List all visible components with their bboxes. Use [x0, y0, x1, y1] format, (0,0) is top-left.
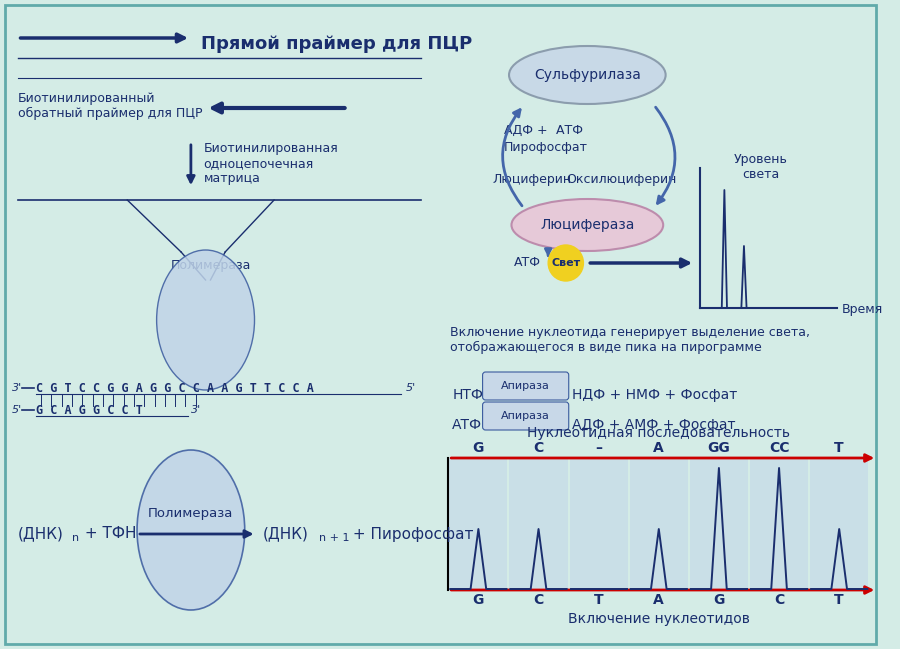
Text: АДФ +: АДФ +	[504, 123, 548, 136]
Text: n + 1: n + 1	[320, 533, 349, 543]
Ellipse shape	[511, 199, 663, 251]
Text: (ДНК): (ДНК)	[18, 526, 64, 541]
Text: АТФ: АТФ	[514, 256, 541, 269]
Text: Время: Время	[842, 303, 883, 316]
Bar	[630, 458, 688, 590]
Text: GG: GG	[707, 441, 730, 455]
FancyBboxPatch shape	[4, 5, 876, 644]
Text: Свет: Свет	[551, 258, 580, 268]
Text: Прямой праймер для ПЦР: Прямой праймер для ПЦР	[201, 35, 472, 53]
Text: Апираза: Апираза	[501, 411, 550, 421]
FancyBboxPatch shape	[482, 372, 569, 400]
Ellipse shape	[509, 46, 666, 104]
Text: T: T	[834, 441, 844, 455]
Text: C: C	[534, 593, 544, 607]
Bar	[570, 458, 627, 590]
Bar	[449, 458, 508, 590]
Bar	[689, 458, 748, 590]
Bar	[509, 458, 568, 590]
Text: Люциферин: Люциферин	[492, 173, 572, 186]
Text: + ТФН: + ТФН	[80, 526, 137, 541]
Text: C G T C C G G A G G C C A A G T T C C A: C G T C C G G A G G C C A A G T T C C A	[36, 382, 314, 395]
Text: Уровень
света: Уровень света	[734, 153, 788, 181]
Text: Апираза: Апираза	[501, 381, 550, 391]
Text: Включение нуклеотида генерирует выделение света,
отображающегося в виде пика на : Включение нуклеотида генерирует выделени…	[450, 326, 810, 354]
Text: T: T	[834, 593, 844, 607]
Text: АТФ: АТФ	[452, 418, 482, 432]
Text: НДФ + НМФ + Фосфат: НДФ + НМФ + Фосфат	[572, 388, 737, 402]
Text: G: G	[713, 593, 725, 607]
Text: Пирофосфат: Пирофосфат	[504, 141, 588, 154]
Text: НТФ: НТФ	[452, 388, 483, 402]
Text: Люцифераза: Люцифераза	[540, 218, 634, 232]
Text: 3': 3'	[191, 405, 201, 415]
Text: –: –	[595, 441, 602, 455]
Text: Биотинилированный
обратный праймер для ПЦР: Биотинилированный обратный праймер для П…	[18, 92, 202, 120]
Text: АДФ + АМФ + Фосфат: АДФ + АМФ + Фосфат	[572, 418, 735, 432]
Text: CC: CC	[769, 441, 789, 455]
Text: A: A	[653, 441, 664, 455]
Text: АТФ: АТФ	[548, 123, 583, 136]
Circle shape	[548, 245, 583, 281]
Text: Полимераза: Полимераза	[170, 259, 250, 272]
Text: Включение нуклеотидов: Включение нуклеотидов	[568, 612, 750, 626]
Text: Нуклеотидная последовательность: Нуклеотидная последовательность	[527, 426, 790, 440]
Ellipse shape	[137, 450, 245, 610]
Bar	[810, 458, 868, 590]
Text: Биотинилированная
одноцепочечная
матрица: Биотинилированная одноцепочечная матрица	[203, 142, 338, 185]
Text: n: n	[72, 533, 79, 543]
Text: 3': 3'	[12, 383, 22, 393]
Text: Сульфурилаза: Сульфурилаза	[534, 68, 641, 82]
Text: G C A G G C C T: G C A G G C C T	[36, 404, 143, 417]
Text: A: A	[653, 593, 664, 607]
Text: C: C	[534, 441, 544, 455]
Text: Полимераза: Полимераза	[148, 507, 234, 520]
Text: 5': 5'	[406, 383, 417, 393]
FancyBboxPatch shape	[482, 402, 569, 430]
Text: (ДНК): (ДНК)	[262, 526, 308, 541]
Text: Оксилюциферин: Оксилюциферин	[566, 173, 676, 186]
Text: 5': 5'	[12, 405, 22, 415]
Text: G: G	[472, 593, 484, 607]
Text: G: G	[472, 441, 484, 455]
Text: + Пирофосфат: + Пирофосфат	[348, 526, 474, 541]
Text: C: C	[774, 593, 784, 607]
Ellipse shape	[157, 250, 255, 390]
Bar	[750, 458, 808, 590]
Text: T: T	[594, 593, 604, 607]
